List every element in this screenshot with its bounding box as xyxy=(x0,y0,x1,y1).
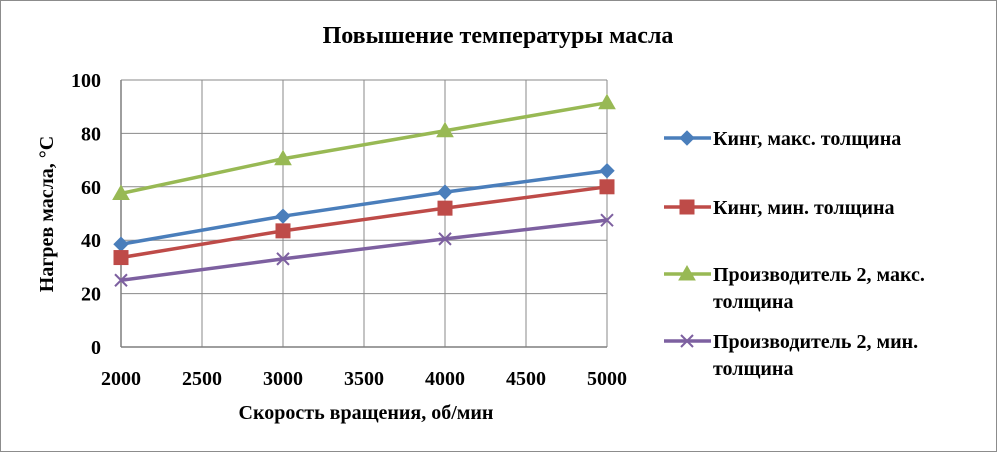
x-tick-label: 2500 xyxy=(182,368,222,390)
data-point xyxy=(599,163,615,179)
y-tick-label: 100 xyxy=(71,70,101,92)
y-tick-labels: 0 20 40 60 80 100 xyxy=(71,70,101,359)
series-line xyxy=(120,218,608,282)
y-tick-label: 40 xyxy=(81,230,101,252)
series-line xyxy=(120,185,608,260)
series-4 xyxy=(114,213,614,287)
x-tick-labels: 2000 2500 3000 3500 4000 4500 5000 xyxy=(101,368,627,390)
data-point xyxy=(437,200,453,216)
x-axis-title: Скорость вращения, об/мин xyxy=(239,402,494,424)
axes xyxy=(120,80,607,348)
data-point xyxy=(113,250,129,266)
legend-marker xyxy=(679,130,695,146)
series-line xyxy=(120,169,608,246)
legend-label: толщина xyxy=(713,358,793,380)
data-point xyxy=(112,184,130,200)
legend-marker xyxy=(679,199,695,215)
y-tick-label: 80 xyxy=(81,123,101,145)
x-tick-label: 4500 xyxy=(506,368,546,390)
legend-item: Кинг, макс. толщина xyxy=(664,128,901,150)
x-tick-label: 2000 xyxy=(101,368,141,390)
legend-item: Кинг, мин. толщина xyxy=(664,197,895,219)
legend: Кинг, макс. толщина Кинг, мин. толщина Про… xyxy=(664,128,925,380)
legend-item: Производитель 2, мин. толщина xyxy=(664,331,918,380)
legend-marker xyxy=(680,334,694,348)
data-point xyxy=(438,232,452,246)
data-point xyxy=(113,236,129,252)
x-tick-label: 5000 xyxy=(587,368,627,390)
data-point xyxy=(276,252,290,266)
data-point xyxy=(436,121,454,138)
y-tick-label: 60 xyxy=(81,177,101,199)
y-axis-title: Нагрев масла, °С xyxy=(36,136,58,292)
y-tick-label: 20 xyxy=(81,284,101,306)
legend-marker xyxy=(678,264,696,281)
series-1 xyxy=(113,163,615,252)
x-tick-label: 3500 xyxy=(344,368,384,390)
data-point xyxy=(275,208,291,224)
legend-label: Кинг, макс. толщина xyxy=(713,128,901,150)
series-3 xyxy=(112,93,616,200)
chart-title: Повышение температуры масла xyxy=(323,23,674,49)
series-group xyxy=(112,93,616,287)
legend-label: Производитель 2, мин. xyxy=(713,331,918,353)
x-tick-label: 4000 xyxy=(425,368,465,390)
legend-label: Кинг, мин. толщина xyxy=(713,197,895,219)
data-point xyxy=(600,213,614,227)
data-point xyxy=(274,149,292,166)
x-tick-label: 3000 xyxy=(263,368,303,390)
data-point xyxy=(437,184,453,200)
legend-label: толщина xyxy=(713,291,793,313)
legend-item: Производитель 2, макс. толщина xyxy=(664,264,925,313)
y-tick-label: 0 xyxy=(91,337,101,359)
series-line xyxy=(120,100,608,196)
data-point xyxy=(598,93,616,110)
grid xyxy=(120,79,608,348)
data-point xyxy=(275,223,291,239)
data-point xyxy=(114,273,128,287)
data-point xyxy=(599,179,615,195)
legend-label: Производитель 2, макс. xyxy=(713,264,925,286)
series-2 xyxy=(113,179,615,266)
